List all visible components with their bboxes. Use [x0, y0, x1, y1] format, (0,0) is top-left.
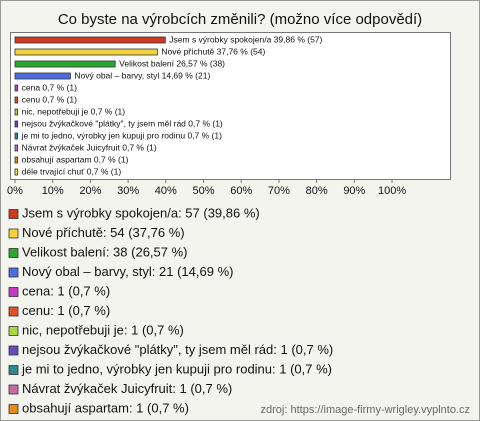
- value-label: cena 0,7 % (1): [22, 82, 77, 92]
- bar: [14, 36, 166, 44]
- legend-swatch: [8, 326, 19, 336]
- bar: [14, 48, 158, 56]
- legend-label: Velikost balení: 38 (26,57 %): [22, 244, 188, 259]
- legend-swatch: [8, 248, 19, 258]
- chart-title: Co byste na výrobcích změnili? (možno ví…: [58, 11, 422, 28]
- value-label: déle trvající chuť 0,7 % (1): [22, 166, 122, 176]
- value-label: nic, nepotřebuji je 0,7 % (1): [22, 106, 126, 116]
- legend-label: cena: 1 (0,7 %): [22, 283, 110, 298]
- legend-swatch: [8, 209, 19, 219]
- x-tick-label: 70%: [268, 185, 290, 197]
- legend-label: Návrat žvýkaček Juicyfruit: 1 (0,7 %): [22, 381, 232, 396]
- x-tick-label: 90%: [343, 185, 365, 197]
- legend-swatch: [8, 306, 19, 317]
- value-label: Návrat žvýkaček Juicyfruit 0,7 % (1): [22, 142, 157, 152]
- legend-swatch: [8, 404, 19, 414]
- legend-label: nejsou žvýkačkové "plátky", ty jsem měl …: [22, 342, 333, 357]
- bar: [14, 84, 19, 92]
- legend-swatch: [8, 267, 19, 278]
- legend-swatch: [8, 345, 19, 356]
- x-tick-label: 10%: [42, 185, 64, 197]
- legend-label: obsahují aspartam: 1 (0,7 %): [22, 400, 189, 415]
- value-label: Jsem s výrobky spokojen/a 39,86 % (57): [169, 34, 322, 44]
- legend-label: déle trvající chuť: 1 (0,7 %): [22, 420, 178, 421]
- x-tick-label: 30%: [117, 185, 139, 197]
- value-label: je mi to jedno, výrobky jen kupuji pro r…: [21, 130, 222, 140]
- legend-label: je mi to jedno, výrobky jen kupuji pro r…: [21, 361, 332, 376]
- x-tick-label: 80%: [306, 185, 328, 197]
- plot-area: [10, 32, 451, 180]
- bar: [14, 144, 19, 152]
- legend-swatch: [8, 287, 19, 297]
- legend-label: Nový obal – barvy, styl: 21 (14,69 %): [22, 264, 233, 279]
- value-label: cenu 0,7 % (1): [22, 94, 77, 104]
- legend-swatch: [8, 228, 19, 239]
- value-label: Nové příchutě 37,76 % (54): [161, 46, 265, 56]
- x-tick-label: 40%: [155, 185, 177, 197]
- bar: [14, 96, 19, 104]
- bar: [14, 60, 116, 68]
- x-tick-label: 100%: [378, 185, 406, 197]
- value-label: Nový obal – barvy, styl 14,69 % (21): [74, 70, 210, 80]
- bar: [14, 132, 19, 140]
- x-tick-label: 20%: [79, 185, 101, 197]
- legend-swatch: [8, 384, 19, 395]
- legend-swatch: [8, 365, 19, 375]
- legend-label: Jsem s výrobky spokojen/a: 57 (39,86 %): [22, 205, 260, 220]
- bar: [14, 72, 71, 80]
- bar: [14, 156, 19, 164]
- legend-label: cenu: 1 (0,7 %): [22, 303, 110, 318]
- legend-label: nic, nepotřebuji je: 1 (0,7 %): [22, 322, 184, 337]
- source: zdroj: https://image-firmy-wrigley.vypln…: [261, 404, 470, 416]
- x-tick-label: 50%: [193, 185, 215, 197]
- value-label: nejsou žvýkačkové "plátky", ty jsem měl …: [22, 118, 223, 128]
- x-tick-label: 0%: [7, 185, 23, 197]
- bar: [14, 168, 19, 176]
- bar: [14, 120, 19, 128]
- bar: [14, 108, 19, 116]
- legend-label: Nové příchutě: 54 (37,76 %): [22, 225, 185, 240]
- x-tick-label: 60%: [230, 185, 252, 197]
- value-label: Velikost balení 26,57 % (38): [119, 58, 225, 68]
- value-label: obsahují aspartam 0,7 % (1): [22, 154, 129, 164]
